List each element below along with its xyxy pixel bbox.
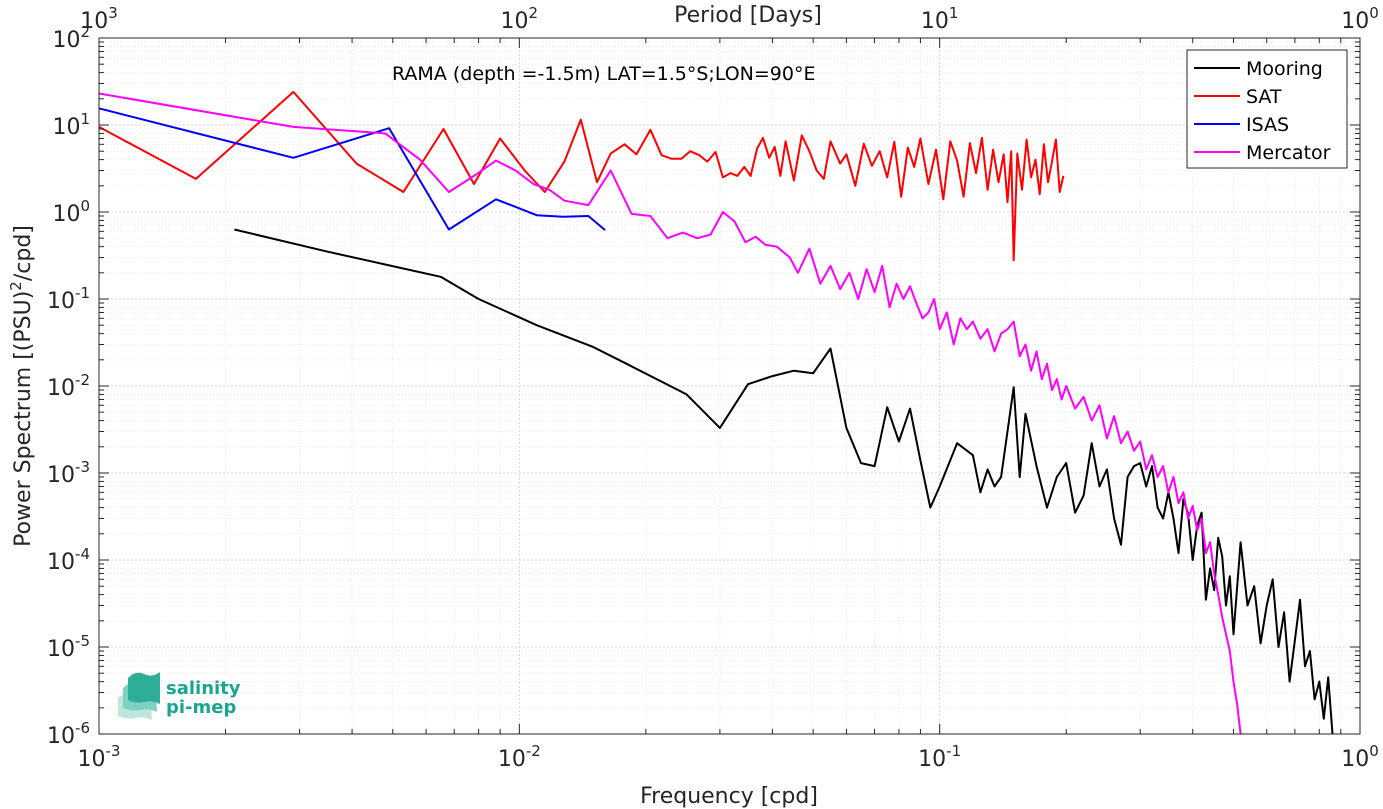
legend-label-mercator: Mercator bbox=[1246, 142, 1331, 164]
legend-label-isas: ISAS bbox=[1246, 114, 1289, 136]
x-axis-label: Frequency [cpd] bbox=[640, 784, 818, 809]
y-tick-label: 102 bbox=[52, 23, 90, 53]
legend-label-mooring: Mooring bbox=[1246, 58, 1323, 80]
chart-annotation: RAMA (depth =-1.5m) LAT=1.5°S;LON=90°E bbox=[392, 63, 816, 85]
x-tick-label: 100 bbox=[1341, 742, 1379, 772]
series-line-mercator bbox=[99, 92, 1242, 734]
legend-box bbox=[1186, 49, 1348, 169]
x-tick-label: 10-3 bbox=[78, 742, 121, 772]
y-tick-label: 10-4 bbox=[47, 545, 90, 575]
y-tick-label: 10-5 bbox=[47, 632, 90, 662]
x-tick-label: 10-1 bbox=[918, 742, 961, 772]
y-tick-label: 10-6 bbox=[47, 719, 90, 749]
y-axis-label: Power Spectrum [(PSU)2/cpd] bbox=[7, 225, 36, 547]
top-tick-label: 100 bbox=[1341, 4, 1379, 34]
y-tick-label: 10-2 bbox=[47, 371, 90, 401]
series-line-isas bbox=[99, 107, 606, 231]
y-tick-label: 10-3 bbox=[47, 458, 90, 488]
y-tick-label: 10-1 bbox=[47, 284, 90, 314]
logo-line-2: pi-mep bbox=[166, 697, 236, 718]
y-axis-label-sup: 2 bbox=[7, 281, 25, 291]
logo-line-1: salinity bbox=[166, 678, 241, 699]
series-line-sat bbox=[99, 90, 1065, 262]
y-axis-label-tail: /cpd] bbox=[11, 225, 36, 281]
legend: Mooring SAT ISAS Mercator bbox=[1186, 49, 1348, 169]
top-axis-label: Period [Days] bbox=[674, 3, 822, 28]
y-tick-label: 101 bbox=[52, 110, 90, 140]
y-tick-label: 100 bbox=[52, 197, 90, 227]
top-tick-label: 103 bbox=[80, 4, 118, 34]
salinity-pimep-logo: salinity pi-mep bbox=[118, 672, 241, 720]
minor-grid bbox=[99, 38, 1360, 734]
axes-frame bbox=[98, 37, 1361, 735]
y-axis-label-main: Power Spectrum [(PSU) bbox=[11, 291, 36, 547]
major-grid bbox=[98, 37, 1361, 735]
x-tick-label: 10-2 bbox=[498, 742, 541, 772]
top-tick-label: 101 bbox=[921, 4, 959, 34]
series-layer bbox=[99, 90, 1334, 734]
logo-wave-icon bbox=[118, 672, 160, 720]
top-tick-label: 102 bbox=[501, 4, 539, 34]
legend-label-sat: SAT bbox=[1246, 86, 1282, 108]
series-line-mooring bbox=[234, 228, 1334, 734]
